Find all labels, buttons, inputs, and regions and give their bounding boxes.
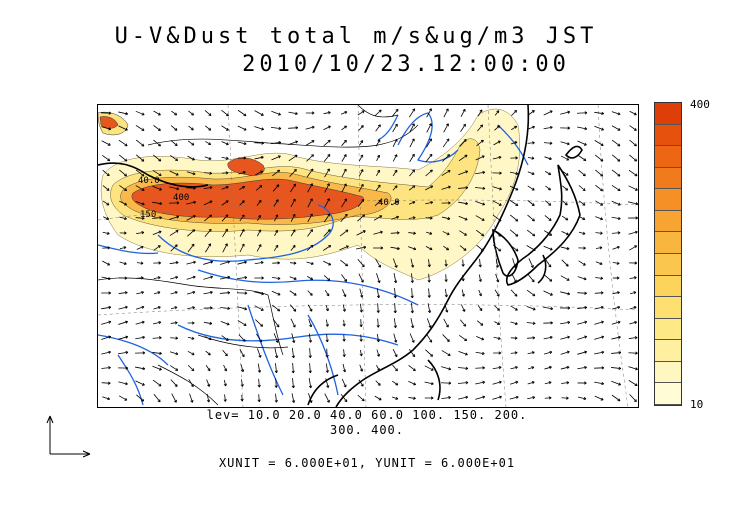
wind-vectors — [100, 108, 638, 404]
colorbar-segment — [655, 361, 681, 384]
contour-label: 400 — [173, 193, 189, 203]
colorbar-segment — [655, 297, 681, 319]
contour-levels-line2: 300. 400. — [329, 423, 405, 437]
map-title: U-V&Dust total m/s&ug/m3 JST — [114, 24, 598, 49]
contour-levels-line1: lev= 10.0 20.0 40.0 60.0 100. 150. 200. — [206, 408, 528, 422]
contour-label: 40.0 — [378, 198, 400, 208]
colorbar-segment — [655, 210, 681, 233]
colorbar-segment — [655, 124, 681, 147]
colorbar-segment — [655, 103, 681, 125]
colorbar-segment — [655, 146, 681, 168]
colorbar-segment — [655, 340, 681, 362]
colorbar-min-label: 10 — [690, 398, 704, 411]
colorbar — [654, 102, 682, 406]
colorbar-segment — [655, 167, 681, 190]
colorbar-segment — [655, 254, 681, 276]
vector-unit-label: XUNIT = 6.000E+01, YUNIT = 6.000E+01 — [218, 456, 516, 470]
map-timestamp: 2010/10/23.12:00:00 — [242, 52, 570, 77]
colorbar-max-label: 400 — [690, 98, 710, 111]
dust-concentration-field — [98, 108, 521, 281]
colorbar-segment — [655, 232, 681, 254]
coastlines — [98, 105, 583, 407]
graticule — [98, 105, 638, 407]
contour-label: 150 — [140, 210, 156, 220]
colorbar-segment — [655, 189, 681, 211]
colorbar-segment — [655, 275, 681, 298]
reference-vector-icon — [46, 415, 91, 458]
colorbar-segment — [655, 383, 681, 405]
map-panel: 40.0 40.0 400 150 — [97, 104, 639, 408]
colorbar-segment — [655, 318, 681, 341]
contour-label: 40.0 — [138, 176, 160, 186]
